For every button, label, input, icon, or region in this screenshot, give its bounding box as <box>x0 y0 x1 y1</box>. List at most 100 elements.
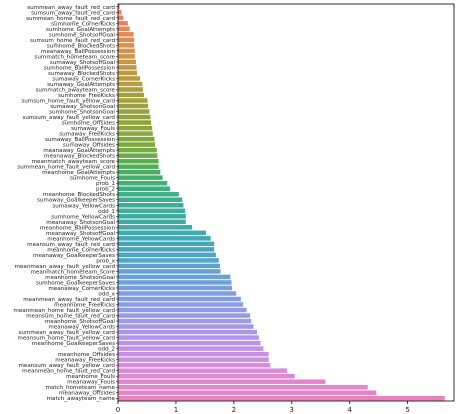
bar-sumhome_FreeKicks <box>118 92 145 98</box>
bar-meanhome_ShotsoffGoal <box>118 318 252 324</box>
category-label: summatch_awayteam_score <box>36 87 116 93</box>
bar-summean_home_fault_red_card <box>118 15 124 21</box>
bar-sumaway_ShotsoffGoal <box>118 59 136 65</box>
category-label: sumhome_GoalAttempts <box>46 27 115 33</box>
category-label: prob_2 <box>96 187 115 193</box>
bar-meanhome_BlockedShots <box>118 191 179 197</box>
category-label: meansum_home_fault_yellow_card <box>17 336 115 342</box>
category-label: meanaway_GoalkeeperSaves <box>33 253 115 259</box>
category-label: meanaway_YellowCards <box>48 325 115 331</box>
category-label: sumhome_ShotsonGoal <box>49 110 115 116</box>
bar-sumhome_GoalAttempts <box>118 26 130 32</box>
plot-frame <box>117 3 455 402</box>
category-label: sumaway_Fouls <box>71 126 115 132</box>
category-label: meanmean_home_fault_red_card <box>22 369 115 375</box>
bar-meanhome_FreeKicks <box>118 302 244 307</box>
bar-sumaway_YellowCards <box>118 202 184 208</box>
bar-meanaway_BallPossession <box>118 48 135 54</box>
bar-meanhome_Fouls <box>118 373 295 379</box>
bar-meanaway_YellowCards <box>118 324 254 329</box>
category-label: meanaway_FreeKicks <box>55 358 115 364</box>
bar-meanaway_ShotsonGoal <box>118 219 186 225</box>
bar-meanhome_BallPossession <box>118 225 193 230</box>
bar-sumhome_GoalkeeperSaves <box>118 280 232 285</box>
category-label: summatch_hometeam_score <box>34 54 115 60</box>
category-label: sumhome_YellowCards <box>51 214 115 220</box>
category-label: meanaway_ShotsoffGoal <box>46 231 115 237</box>
bar-meanmatch_awayteam_score <box>118 158 159 164</box>
bar-sumsum_away_fault_yellow_card <box>118 114 151 120</box>
bar-sumsum_home_fault_red_card <box>118 37 135 43</box>
category-label: summean_away_fault_yellow_card <box>18 330 115 336</box>
category-label: sumaway_YellowCards <box>52 203 115 209</box>
bar-meanaway_Fouls <box>118 379 326 384</box>
bar-sumaway_Fouls <box>118 125 153 131</box>
x-tick-label: 0 <box>116 406 120 414</box>
bar-sumaway_BallPossession <box>118 136 155 142</box>
bar-sumaway_ShotsonGoal <box>118 103 149 109</box>
x-tick-label: 1 <box>174 406 178 414</box>
category-label: meansum_away_fault_red_card <box>27 242 115 248</box>
bar-sumaway_GoalAttempts <box>118 81 143 87</box>
category-label: sumsum_home_fault_yellow_card <box>21 98 115 104</box>
bar-sumhome_ShotsonGoal <box>118 109 150 114</box>
bar-sumaway_Offsides <box>118 142 156 147</box>
category-label: sumhome_Fouls <box>70 176 115 182</box>
bar-prob_x <box>118 258 219 263</box>
category-label: meansum_away_fault_yellow_card <box>18 363 115 369</box>
x-tick-label: 5 <box>405 406 409 414</box>
bar-meanaway_GoalkeeperSaves <box>118 252 216 258</box>
bar-meanaway_CornerKicks <box>118 285 233 291</box>
category-label: prob_x <box>96 258 115 264</box>
bar-sumsum_home_fault_yellow_card <box>118 98 148 103</box>
x-tick-label: 2 <box>232 406 236 414</box>
bar-meanaway_ShotsoffGoal <box>118 230 207 236</box>
bar-sumhome_CornerKicks <box>118 21 128 26</box>
category-label: meanhome_GoalAttempts <box>42 170 115 176</box>
category-label: sumaway_FreeKicks <box>59 132 115 138</box>
bar-meanhome_ShotsonGoal <box>118 274 231 280</box>
bar-summean_away_fault_yellow_card <box>118 329 258 335</box>
category-label: prob_1 <box>96 181 115 187</box>
category-label: sumaway_GoalAttempts <box>47 82 115 88</box>
category-label: sumhome_FreeKicks <box>58 93 115 99</box>
bar-sumhome_BallPossession <box>118 65 137 70</box>
bar-meanhome_GoalkeeperSaves <box>118 340 261 346</box>
category-label: sumaway_ShotsonGoal <box>50 104 115 110</box>
category-label: meanmatch_awayteam_score <box>32 159 116 165</box>
category-label: sumaway_GoalkeeperSaves <box>37 198 115 204</box>
category-label: summean_home_fault_red_card <box>26 16 115 22</box>
category-label: meanmatch_hometeam_score <box>30 269 115 275</box>
bar-meansum_home_fault_red_card <box>118 313 251 318</box>
bar-odd_2 <box>118 346 264 351</box>
category-label: sumsum_home_fault_red_card <box>30 38 115 44</box>
category-label: meanhome_BallPossession <box>40 225 116 231</box>
category-label: match_awayteam_name <box>47 396 116 402</box>
category-label: meanhome_GoalkeeperSaves <box>32 341 115 347</box>
bar-meanmean_home_fault_yellow_card <box>118 307 247 313</box>
bar-meansum_away_fault_yellow_card <box>118 362 271 368</box>
bar-sumhome_Fouls <box>118 175 163 180</box>
category-label: sumaway_ShotsoffGoal <box>50 60 116 66</box>
category-labels-group: summean_away_fault_red_cardsumsum_away_f… <box>13 5 118 402</box>
bar-meanaway_FreeKicks <box>118 357 269 362</box>
category-label: sumsum_away_fault_red_card <box>31 10 115 16</box>
category-label: meanmean_away_fault_yellow_card <box>15 264 116 270</box>
category-label: meanaway_Fouls <box>67 380 115 386</box>
bar-match_awayteam_name <box>118 395 445 401</box>
bar-meanaway_Offsides <box>118 390 377 395</box>
category-label: meanmean_home_fault_yellow_card <box>13 308 115 314</box>
bar-summatch_awayteam_score <box>118 87 143 92</box>
bar-meanhome_Offsides <box>118 351 269 357</box>
x-axis-ticks-group: 0 1 2 3 4 5 <box>116 401 410 414</box>
x-tick-label: 4 <box>347 406 352 414</box>
bar-meanhome_CornerKicks <box>118 247 215 252</box>
category-label: meanhome_CornerKicks <box>47 247 115 253</box>
bar-meanhome_YellowCards <box>118 236 211 241</box>
category-label: odd_2 <box>98 347 115 353</box>
category-label: meanaway_GoalAttempts <box>43 148 115 154</box>
bar-meanmean_away_fault_yellow_card <box>118 263 220 269</box>
category-label: sumaway_BallPossession <box>45 137 115 143</box>
bar-summean_away_fault_red_card <box>118 4 120 10</box>
bar-sumaway_CornerKicks <box>118 76 141 81</box>
